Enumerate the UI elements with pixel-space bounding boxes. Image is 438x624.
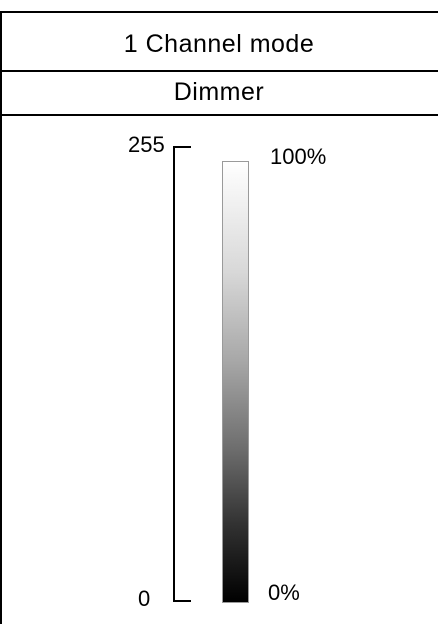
function-divider bbox=[0, 114, 438, 116]
dmx-max-label: 255 bbox=[128, 132, 165, 157]
header-divider bbox=[0, 70, 438, 72]
dmx-scale-bottom-tick bbox=[173, 600, 191, 602]
top-border bbox=[0, 11, 438, 13]
left-border bbox=[0, 11, 2, 624]
dmx-scale-top-tick bbox=[173, 146, 191, 148]
function-name: Dimmer bbox=[173, 78, 265, 106]
percent-max-label: 100% bbox=[270, 144, 327, 169]
intensity-gradient-bar bbox=[222, 161, 249, 603]
dmx-scale-vertical bbox=[173, 146, 175, 602]
dmx-min-label: 0 bbox=[138, 586, 151, 611]
percent-min-label: 0% bbox=[268, 580, 300, 605]
mode-title: 1 Channel mode bbox=[123, 30, 315, 58]
